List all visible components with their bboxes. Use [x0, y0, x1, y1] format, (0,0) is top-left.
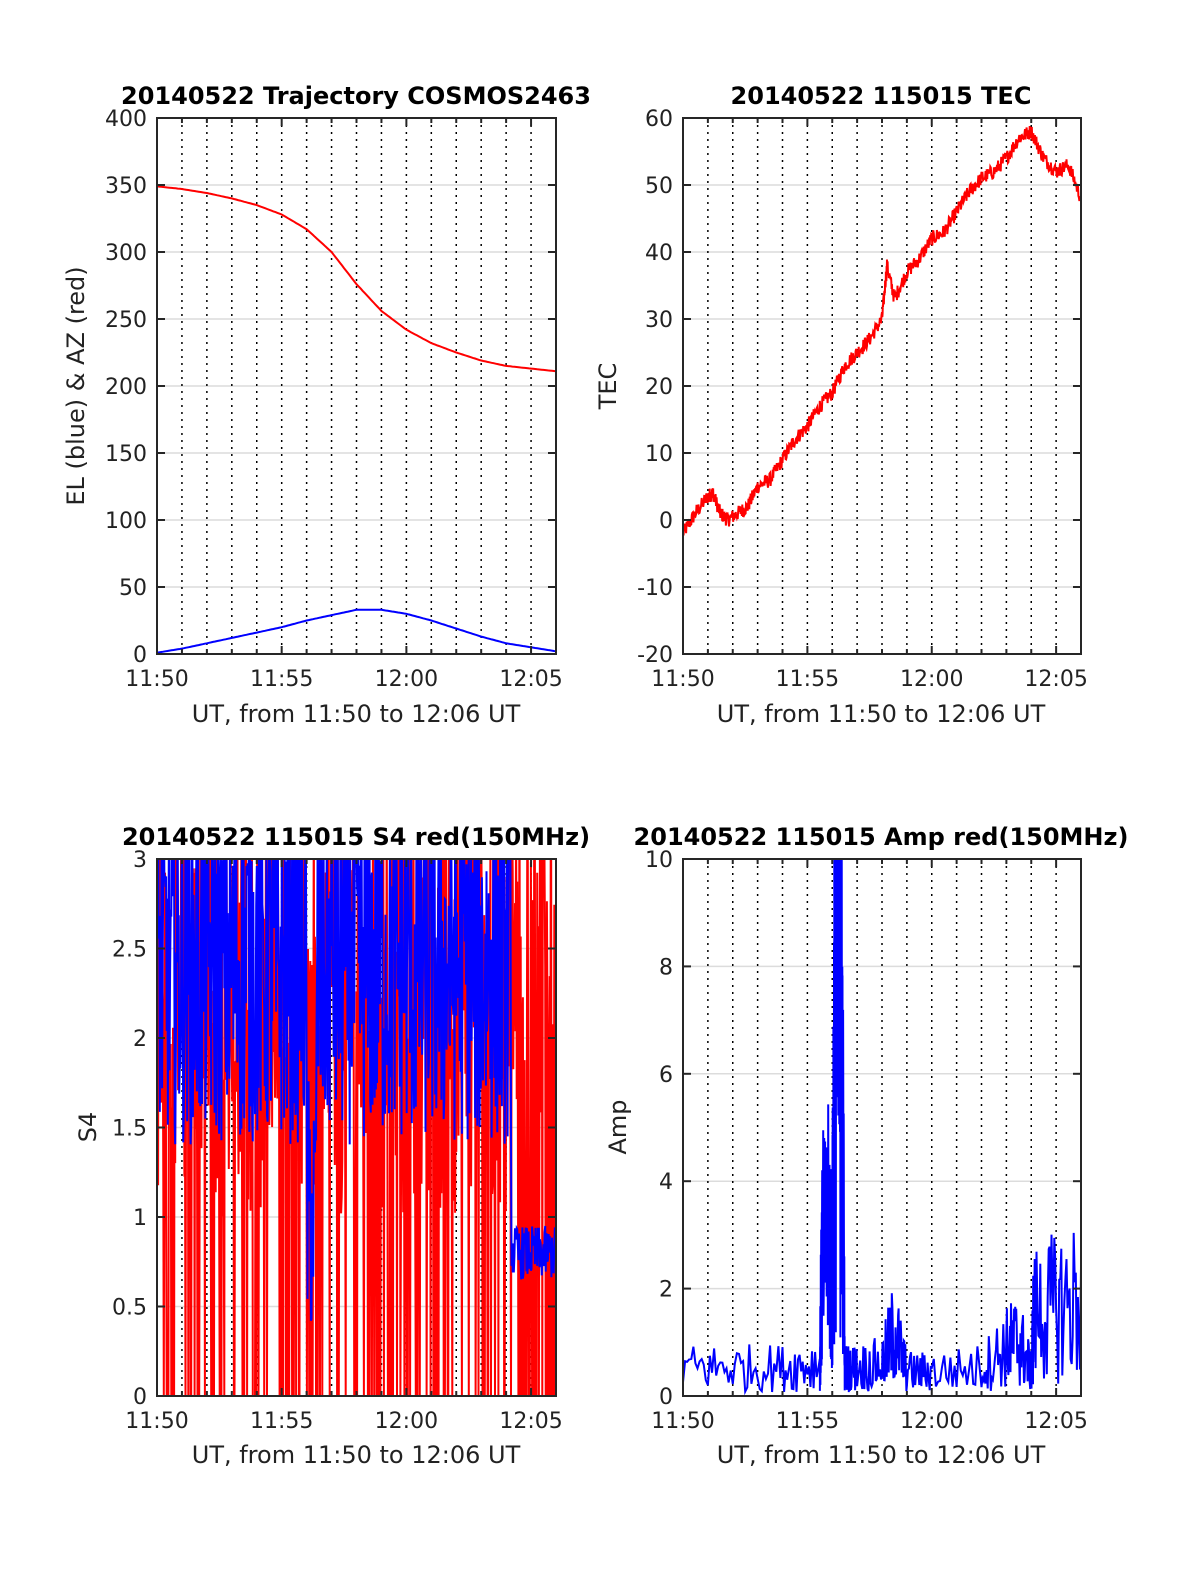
trajectory-panel: 20140522 Trajectory COSMOS2463 UT, from …	[62, 82, 591, 728]
y-tick-label: 0	[659, 1385, 673, 1410]
x-tick-label: 12:05	[1024, 1409, 1087, 1434]
x-tick-label: 12:00	[375, 1409, 438, 1434]
y-axis-label: EL (blue) & AZ (red)	[62, 266, 90, 505]
y-tick-label: 2	[133, 1027, 147, 1052]
y-tick-label: 10	[645, 848, 673, 873]
plot-area	[157, 859, 556, 1396]
y-tick-label: 6	[659, 1063, 673, 1088]
trajectory-red-series	[157, 185, 556, 373]
y-tick-label: 10	[645, 442, 673, 467]
x-tick-label: 11:50	[651, 667, 714, 692]
amp-blue-series	[683, 859, 1081, 1396]
x-tick-label: 11:50	[125, 1409, 188, 1434]
y-tick-label: 30	[645, 308, 673, 333]
y-tick-label: 40	[645, 241, 673, 266]
x-axis-label: UT, from 11:50 to 12:06 UT	[192, 1441, 521, 1469]
y-tick-label: 3	[133, 848, 147, 873]
y-tick-label: 1	[133, 1206, 147, 1231]
x-tick-label: 11:55	[250, 1409, 313, 1434]
y-tick-label: -10	[637, 576, 673, 601]
x-tick-label: 12:05	[499, 1409, 562, 1434]
x-tick-label: 11:55	[250, 667, 313, 692]
plot-area	[157, 185, 556, 654]
x-tick-label: 12:00	[900, 667, 963, 692]
y-tick-label: 250	[105, 308, 147, 333]
tec-red-series	[683, 126, 1081, 536]
y-tick-label: 1.5	[112, 1117, 147, 1142]
panel-title: 20140522 115015 S4 red(150MHz)	[122, 823, 590, 851]
x-axis-label: UT, from 11:50 to 12:06 UT	[192, 700, 521, 728]
s4-blue-series	[157, 859, 556, 1322]
plot-area	[683, 859, 1081, 1396]
y-tick-label: 2.5	[112, 938, 147, 963]
panel-title: 20140522 115015 Amp red(150MHz)	[634, 823, 1129, 851]
y-axis-label: S4	[74, 1112, 102, 1143]
y-tick-label: 0	[133, 1385, 147, 1410]
y-tick-label: 2	[659, 1278, 673, 1303]
x-tick-label: 12:00	[375, 667, 438, 692]
y-tick-label: 200	[105, 375, 147, 400]
y-tick-label: 0	[133, 643, 147, 668]
panel-title: 20140522 Trajectory COSMOS2463	[121, 82, 591, 110]
y-tick-label: 150	[105, 442, 147, 467]
x-axis-label: UT, from 11:50 to 12:06 UT	[717, 1441, 1046, 1469]
y-tick-label: 0.5	[112, 1296, 147, 1321]
y-tick-label: 20	[645, 375, 673, 400]
trajectory-blue-series	[157, 608, 556, 654]
tec-panel: 20140522 115015 TEC UT, from 11:50 to 12…	[594, 82, 1088, 728]
plot-area	[683, 126, 1081, 536]
x-axis-label: UT, from 11:50 to 12:06 UT	[717, 700, 1046, 728]
y-tick-label: 0	[659, 509, 673, 534]
x-tick-label: 11:50	[125, 667, 188, 692]
x-tick-label: 12:05	[1024, 667, 1087, 692]
y-tick-label: 50	[119, 576, 147, 601]
s4-panel: 20140522 115015 S4 red(150MHz) UT, from …	[74, 823, 590, 1469]
y-tick-label: 300	[105, 241, 147, 266]
x-tick-label: 12:05	[499, 667, 562, 692]
x-tick-label: 11:55	[776, 667, 839, 692]
y-tick-label: 60	[645, 107, 673, 132]
panel-title: 20140522 115015 TEC	[731, 82, 1032, 110]
y-tick-label: -20	[637, 643, 673, 668]
amp-panel: 20140522 115015 Amp red(150MHz) UT, from…	[604, 823, 1129, 1469]
x-tick-label: 11:50	[651, 1409, 714, 1434]
x-tick-label: 11:55	[776, 1409, 839, 1434]
y-axis-label: TEC	[594, 363, 622, 411]
y-tick-label: 350	[105, 174, 147, 199]
y-tick-label: 50	[645, 174, 673, 199]
y-axis-label: Amp	[604, 1099, 632, 1154]
y-tick-label: 8	[659, 955, 673, 980]
y-tick-label: 4	[659, 1170, 673, 1195]
x-tick-label: 12:00	[900, 1409, 963, 1434]
y-tick-label: 400	[105, 107, 147, 132]
y-tick-label: 100	[105, 509, 147, 534]
